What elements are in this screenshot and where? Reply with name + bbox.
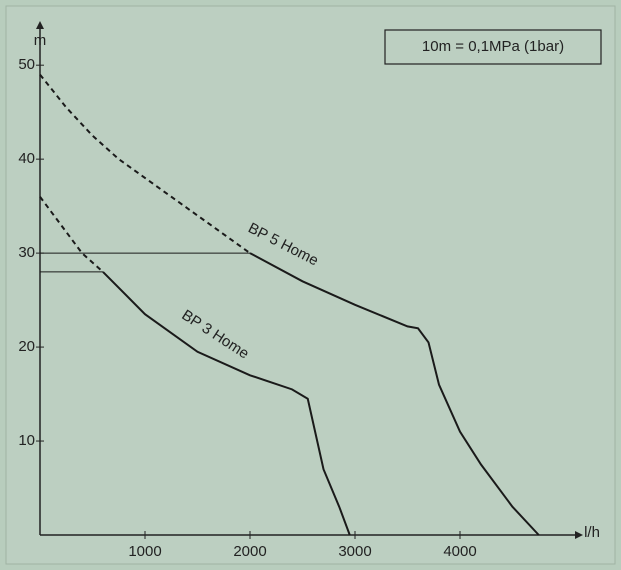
curve xyxy=(39,73,251,254)
y-tick-label: 20 xyxy=(18,338,35,355)
curve xyxy=(39,196,104,273)
x-tick-label: 1000 xyxy=(128,543,161,560)
note-box xyxy=(384,29,602,65)
y-tick-label: 40 xyxy=(18,150,35,167)
x-tick-label: 4000 xyxy=(443,543,476,560)
x-tick-label: 2000 xyxy=(233,543,266,560)
curve xyxy=(249,252,540,536)
x-axis-arrow xyxy=(575,531,583,539)
y-axis-arrow xyxy=(36,21,44,29)
y-tick-label: 10 xyxy=(18,432,35,449)
y-tick-label: 30 xyxy=(18,244,35,261)
x-tick-label: 3000 xyxy=(338,543,371,560)
y-tick-label: 50 xyxy=(18,56,35,73)
x-axis-label: l/h xyxy=(584,524,600,541)
note: 10m = 0,1MPa (1bar) xyxy=(422,38,564,55)
curve xyxy=(102,271,351,536)
